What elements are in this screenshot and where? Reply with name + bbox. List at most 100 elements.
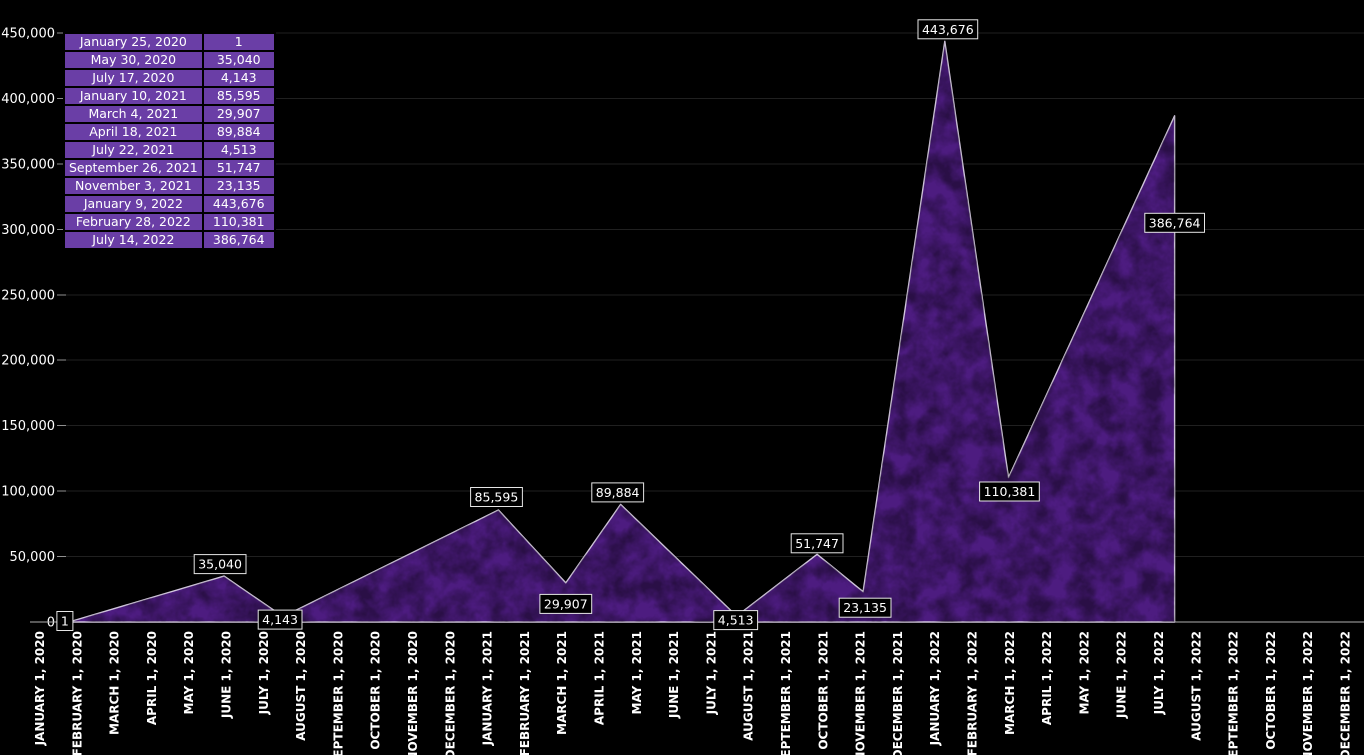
x-axis-label: MARCH 1, 2020 <box>108 631 122 735</box>
table-date-cell: July 14, 2022 <box>63 230 204 250</box>
data-point-label-text: 51,747 <box>795 536 839 551</box>
data-point-label-text: 1 <box>61 613 69 628</box>
x-axis-label: DECEMBER 1, 2021 <box>891 631 905 755</box>
data-point-label-text: 4,513 <box>718 613 754 628</box>
data-point-label-box <box>838 597 892 618</box>
x-axis-label: SEPTEMBER 1, 2021 <box>779 631 793 755</box>
table-row: March 4, 2021 29,907 <box>63 104 276 124</box>
y-axis-label: 350,000 <box>1 157 55 172</box>
data-point-label-box <box>539 593 593 614</box>
y-axis-label: 100,000 <box>1 485 55 500</box>
x-axis-label: FEBRUARY 1, 2022 <box>966 631 980 755</box>
x-axis-label: APRIL 1, 2020 <box>145 631 159 725</box>
data-table-body: January 25, 2020 1 May 30, 2020 35,040 July … <box>63 32 276 250</box>
data-point-label: 443,676 <box>917 19 979 40</box>
table-row: February 28, 2022 110,381 <box>63 212 276 232</box>
table-date-cell: July 22, 2021 <box>63 140 204 160</box>
table-value-cell: 23,135 <box>201 176 276 196</box>
x-axis-label: JUNE 1, 2020 <box>220 631 234 719</box>
data-point-label-text: 386,764 <box>1149 215 1201 230</box>
data-point-label: 110,381 <box>979 481 1040 502</box>
table-date-cell: February 28, 2022 <box>63 212 204 232</box>
data-point-label: 29,907 <box>539 593 593 614</box>
x-axis-label: JULY 1, 2022 <box>1152 631 1166 715</box>
data-point-label-text: 29,907 <box>544 596 588 611</box>
data-point-label-box <box>917 19 979 40</box>
table-row: January 9, 2022 443,676 <box>63 194 276 214</box>
x-axis-label: AUGUST 1, 2020 <box>294 631 308 741</box>
table-date-cell: January 9, 2022 <box>63 194 204 214</box>
data-point-label: 386,764 <box>1144 212 1206 233</box>
table-row: July 17, 2020 4,143 <box>63 68 276 88</box>
table-value-cell: 89,884 <box>201 122 276 142</box>
table-row: January 10, 2021 85,595 <box>63 86 276 106</box>
x-axis-label: APRIL 1, 2021 <box>593 631 607 725</box>
data-point-label-text: 4,143 <box>262 612 298 627</box>
x-axis-label: MAY 1, 2020 <box>182 631 196 714</box>
data-point-label: 51,747 <box>790 533 844 554</box>
y-axis-label: 300,000 <box>1 223 55 238</box>
table-date-cell: November 3, 2021 <box>63 176 204 196</box>
x-axis-label: JUNE 1, 2021 <box>667 631 681 719</box>
table-row: May 30, 2020 35,040 <box>63 50 276 70</box>
data-point-label-text: 443,676 <box>922 22 974 37</box>
table-value-cell: 35,040 <box>201 50 276 70</box>
data-point-label-box <box>257 609 303 630</box>
y-axis-label: 0 <box>47 616 55 631</box>
x-axis-label: FEBRUARY 1, 2021 <box>518 631 532 755</box>
table-value-cell: 386,764 <box>201 230 276 250</box>
table-date-cell: January 10, 2021 <box>63 86 204 106</box>
data-point-label-box <box>193 554 247 575</box>
table-date-cell: July 17, 2020 <box>63 68 204 88</box>
x-axis-label: NOVEMBER 1, 2021 <box>854 631 868 755</box>
data-table: January 25, 2020 1 May 30, 2020 35,040 July … <box>63 32 276 250</box>
x-axis-label: JANUARY 1, 2022 <box>928 631 942 746</box>
data-point-label-text: 85,595 <box>475 489 519 504</box>
x-axis-label: DECEMBER 1, 2020 <box>443 631 457 755</box>
table-row: July 22, 2021 4,513 <box>63 140 276 160</box>
x-axis-label: MARCH 1, 2022 <box>1003 631 1017 735</box>
table-row: September 26, 2021 51,747 <box>63 158 276 178</box>
table-value-cell: 51,747 <box>201 158 276 178</box>
data-point-label-text: 89,884 <box>596 485 640 500</box>
data-point-label-box <box>1144 212 1206 233</box>
x-axis-label: JANUARY 1, 2020 <box>33 631 47 746</box>
y-axis-label: 150,000 <box>1 419 55 434</box>
x-axis-label: SEPTEMBER 1, 2020 <box>331 631 345 755</box>
table-row: November 3, 2021 23,135 <box>63 176 276 196</box>
x-axis-label: OCTOBER 1, 2022 <box>1264 631 1278 750</box>
data-point-label-box <box>470 487 523 507</box>
x-axis-label: NOVEMBER 1, 2020 <box>406 631 420 755</box>
data-point-label: 4,513 <box>713 610 759 631</box>
data-point-label-box <box>713 610 759 631</box>
x-axis-label: NOVEMBER 1, 2022 <box>1301 631 1315 755</box>
x-axis-label: APRIL 1, 2022 <box>1040 631 1054 725</box>
x-axis-label: AUGUST 1, 2022 <box>1189 631 1203 741</box>
table-value-cell: 85,595 <box>201 86 276 106</box>
table-value-cell: 29,907 <box>201 104 276 124</box>
data-point-label: 35,040 <box>193 554 247 575</box>
x-axis-label: MAY 1, 2022 <box>1077 631 1091 714</box>
table-value-cell: 4,143 <box>201 68 276 88</box>
x-axis-label: DECEMBER 1, 2022 <box>1339 631 1353 755</box>
table-value-cell: 1 <box>201 32 276 52</box>
data-point-label: 4,143 <box>257 609 303 630</box>
x-axis-label: FEBRUARY 1, 2020 <box>70 631 84 755</box>
x-axis-label: MARCH 1, 2021 <box>555 631 569 735</box>
table-value-cell: 4,513 <box>201 140 276 160</box>
table-date-cell: January 25, 2020 <box>63 32 204 52</box>
x-axis-label: OCTOBER 1, 2021 <box>816 631 830 750</box>
y-axis-label: 450,000 <box>1 27 55 42</box>
data-point-label: 23,135 <box>838 597 892 618</box>
table-date-cell: May 30, 2020 <box>63 50 204 70</box>
x-axis-label: SEPTEMBER 1, 2022 <box>1227 631 1241 755</box>
data-point-label-text: 110,381 <box>984 484 1036 499</box>
table-date-cell: March 4, 2021 <box>63 104 204 124</box>
table-date-cell: April 18, 2021 <box>63 122 204 142</box>
x-axis-label: JULY 1, 2021 <box>704 631 718 715</box>
table-row: July 14, 2022 386,764 <box>63 230 276 250</box>
table-date-cell: September 26, 2021 <box>63 158 204 178</box>
data-point-label: 85,595 <box>470 487 523 507</box>
x-axis-label: AUGUST 1, 2021 <box>742 631 756 741</box>
